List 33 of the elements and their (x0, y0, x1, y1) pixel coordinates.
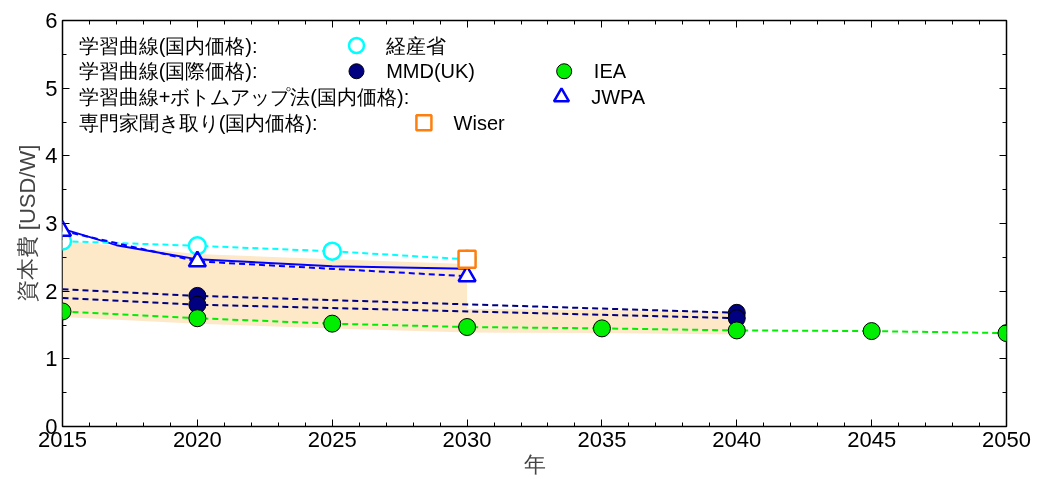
point (187, 250, 208, 268)
legend-label: MMD(UK) (386, 60, 476, 83)
y-axis-title: 資本費 [USD/W] (15, 144, 41, 303)
annotation: 学習曲線+ボトムアップ法(国内価格): (78, 85, 410, 108)
point (727, 321, 746, 340)
y-tick-label: 4 (45, 143, 58, 169)
legend-label: IEA (593, 60, 627, 83)
y-tick-label: 2 (45, 278, 58, 304)
point (187, 236, 208, 256)
point (188, 309, 207, 328)
y-tick-label: 3 (45, 211, 58, 236)
x-tick-label: 2030 (442, 426, 492, 452)
legend-label: JWPA (591, 85, 646, 108)
annotation: 学習曲線(国際価格): (78, 60, 258, 83)
legend-label: Wiser (453, 111, 506, 134)
annotation: 専門家聞き取り(国内価格): (78, 111, 318, 134)
point (323, 314, 342, 333)
x-tick-label: 2045 (847, 426, 897, 452)
y-tick-label: 1 (45, 346, 58, 372)
x-tick-label: 2035 (577, 426, 627, 452)
x-tick-label: 2025 (307, 426, 357, 452)
point (592, 319, 611, 338)
point (322, 241, 342, 261)
x-axis-title: 年 (523, 451, 546, 477)
y-tick-label: 6 (45, 8, 58, 33)
annotation: 学習曲線(国内価格): (78, 34, 258, 57)
legend-label: 経産省 (385, 34, 447, 57)
x-tick-label: 2020 (172, 426, 222, 452)
x-tick-label: 2040 (712, 426, 762, 452)
point (458, 318, 477, 337)
point (862, 322, 881, 341)
x-tick-label: 2050 (982, 426, 1031, 452)
y-tick-label: 5 (45, 75, 58, 101)
